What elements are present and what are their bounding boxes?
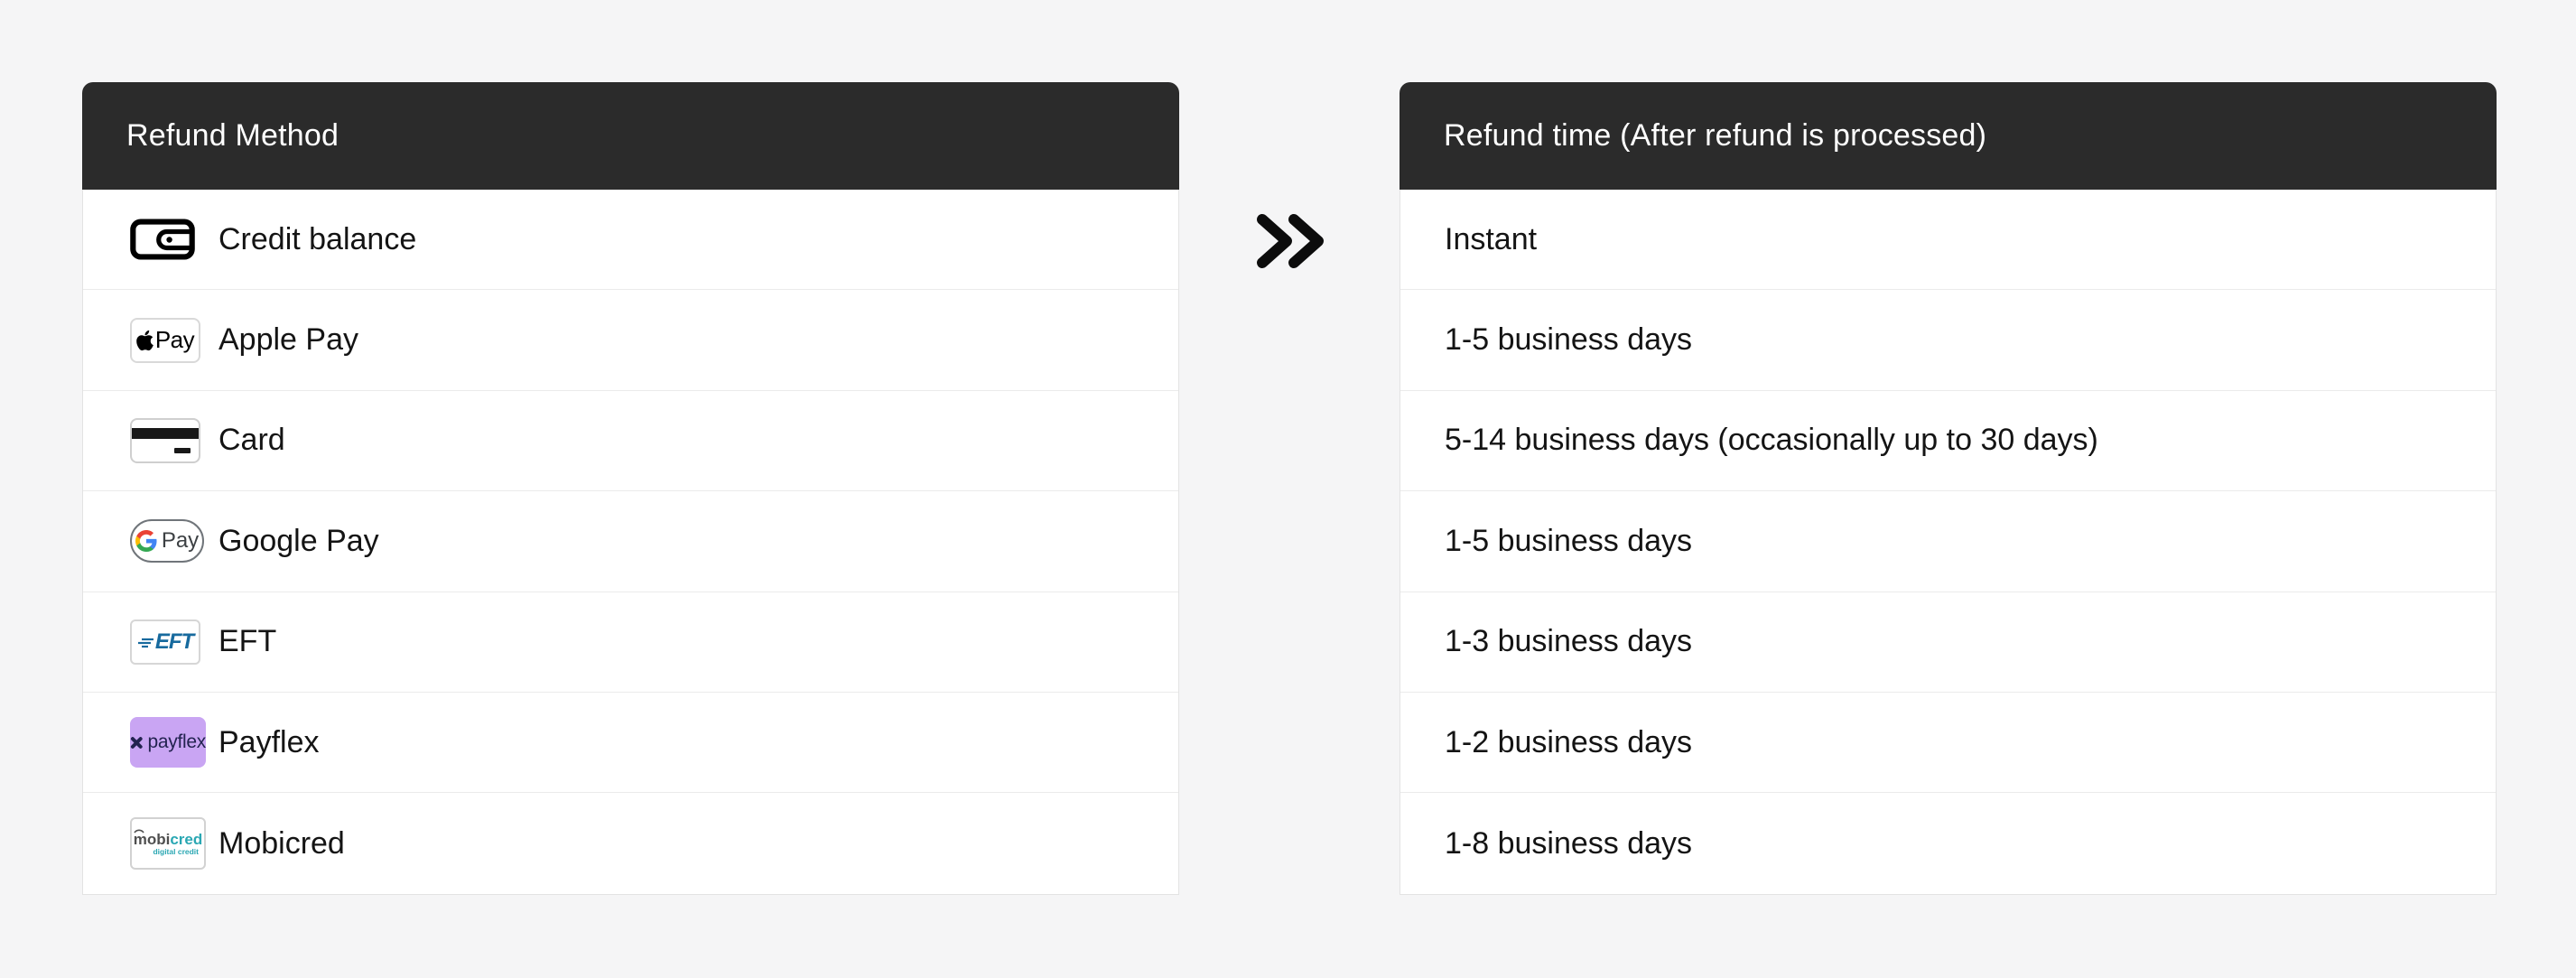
wallet-icon	[130, 219, 211, 260]
time-label: 1-2 business days	[1445, 724, 1693, 759]
apple-pay-badge-text: Pay	[154, 326, 195, 354]
double-chevron-right-icon	[1253, 211, 1325, 271]
mobicred-text-mobi: mobi	[133, 830, 171, 848]
refund-time-title: Refund time (After refund is processed)	[1444, 118, 1987, 153]
table-row-time-mobicred: 1-8 business days	[1400, 793, 2496, 894]
mobicred-text-cred: cred	[170, 830, 203, 848]
table-row-time-eft: 1-3 business days	[1400, 591, 2496, 693]
credit-card-icon	[130, 417, 211, 463]
table-row-mobicred: mobicred digital credit Mobicred	[83, 793, 1178, 894]
mobicred-icon: mobicred digital credit	[130, 817, 211, 871]
method-label: Google Pay	[219, 523, 379, 558]
method-label: Credit balance	[219, 221, 417, 256]
time-label: 1-8 business days	[1445, 825, 1693, 861]
time-label: 1-5 business days	[1445, 322, 1693, 358]
method-label: Apple Pay	[219, 322, 358, 358]
mobicred-signal-arc-icon	[134, 829, 144, 834]
card-stripe	[132, 427, 199, 439]
mobicred-badge: mobicred digital credit	[130, 817, 206, 871]
table-row-time-instant: Instant	[1400, 190, 2496, 291]
table-row-eft: EFT EFT	[83, 591, 1178, 693]
eft-badge-text: EFT	[154, 629, 194, 654]
apple-pay-icon: Pay	[130, 317, 211, 363]
refund-time-body: Instant 1-5 business days 5-14 business …	[1400, 190, 2497, 895]
refund-time-header: Refund time (After refund is processed)	[1400, 82, 2497, 190]
refund-time-table: Refund time (After refund is processed) …	[1400, 82, 2497, 895]
method-label: Mobicred	[219, 825, 345, 861]
refund-method-title: Refund Method	[126, 118, 339, 153]
time-label: Instant	[1445, 221, 1538, 256]
method-label: Card	[219, 423, 285, 458]
refund-method-table: Refund Method Credit balance Pay	[82, 82, 1179, 895]
table-row-payflex: payflex Payflex	[83, 692, 1178, 794]
google-pay-badge-text: Pay	[161, 528, 200, 554]
table-row-apple-pay: Pay Apple Pay	[83, 290, 1178, 391]
eft-icon: EFT	[130, 619, 211, 665]
method-label: Payflex	[219, 724, 320, 759]
google-pay-badge: Pay	[130, 519, 204, 564]
table-row-credit-balance: Credit balance	[83, 190, 1178, 291]
card-signature-dash	[174, 447, 191, 453]
payflex-x-logo-icon	[130, 736, 143, 749]
method-label: EFT	[219, 624, 277, 659]
payflex-icon: payflex	[130, 717, 211, 768]
table-row-time-apple-pay: 1-5 business days	[1400, 290, 2496, 391]
table-row-time-payflex: 1-2 business days	[1400, 692, 2496, 794]
eft-badge: EFT	[130, 619, 200, 665]
time-label: 5-14 business days (occasionally up to 3…	[1445, 423, 2098, 458]
time-label: 1-3 business days	[1445, 624, 1693, 659]
google-pay-icon: Pay	[130, 519, 211, 564]
eft-speed-lines-icon	[137, 638, 153, 647]
google-g-logo-icon	[135, 530, 157, 553]
mobicred-subtext: digital credit	[153, 846, 199, 856]
table-row-card: Card	[83, 390, 1178, 492]
payflex-badge-text: payflex	[147, 731, 207, 753]
table-row-time-google-pay: 1-5 business days	[1400, 491, 2496, 592]
apple-logo-icon	[136, 330, 153, 350]
refund-method-header: Refund Method	[82, 82, 1179, 190]
payflex-badge: payflex	[130, 717, 206, 768]
refund-method-body: Credit balance Pay Apple Pay Card	[82, 190, 1179, 895]
time-label: 1-5 business days	[1445, 523, 1693, 558]
apple-pay-badge: Pay	[130, 317, 200, 363]
table-row-google-pay: Pay Google Pay	[83, 491, 1178, 592]
table-row-time-card: 5-14 business days (occasionally up to 3…	[1400, 390, 2496, 492]
